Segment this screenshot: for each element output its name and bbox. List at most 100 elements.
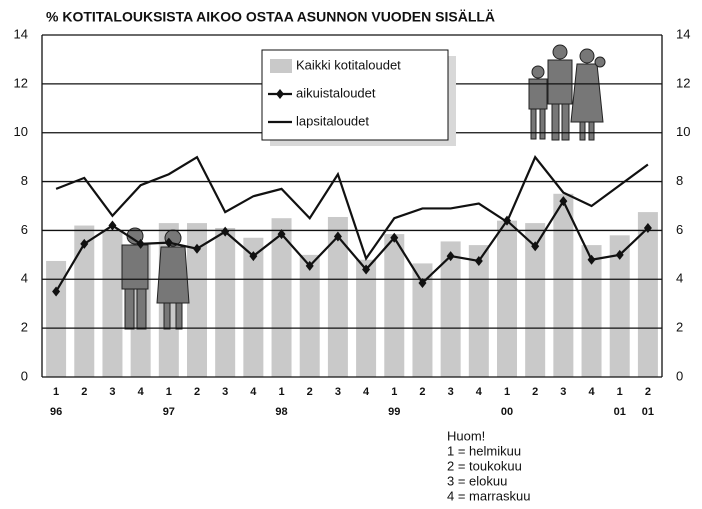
marker [164,237,173,248]
marker [531,241,540,252]
x-tick-label: 3 [448,386,454,398]
x-year-label: 01 [614,406,626,418]
bar [609,235,630,377]
bar [271,218,292,377]
x-tick-label: 2 [532,386,538,398]
y-tick-label: 12 [14,75,28,90]
series-line [55,155,649,261]
bar [525,223,546,377]
legend-box [261,49,449,141]
x-tick-label: 1 [617,386,623,398]
bar [553,193,574,377]
bar [356,259,377,377]
y-tick-label: 14 [14,26,28,41]
bar [74,225,95,377]
bar [243,237,264,377]
y2-tick-label: 8 [676,173,683,188]
legend-marker [276,89,284,99]
marker [418,277,427,288]
series-line [55,198,649,293]
x-year-label: 99 [388,406,400,418]
legend-label: Kaikki kotitaloudet [296,57,401,72]
x-tick-label: 1 [504,386,510,398]
bar [187,223,207,377]
bar [440,241,461,377]
y2-tick-label: 12 [676,75,690,90]
x-tick-label: 4 [363,386,370,398]
marker [587,254,596,265]
bar [46,260,67,377]
x-tick-label: 1 [53,386,59,398]
y2-tick-label: 6 [676,222,683,237]
x-tick-label: 2 [81,386,87,398]
x-tick-label: 4 [138,386,145,398]
marker [446,251,455,262]
bar [637,212,658,377]
marker [193,243,201,254]
note-line: 1 = helmikuu [447,443,521,458]
note-line: 3 = elokuu [447,473,507,488]
y2-tick-label: 0 [676,368,683,383]
x-tick-label: 1 [278,386,284,398]
x-tick-label: 1 [391,386,397,398]
x-tick-label: 3 [335,386,341,398]
bar [384,234,405,377]
bar [497,220,517,377]
y-tick-label: 2 [21,320,28,335]
bar [102,230,123,377]
marker [221,226,230,237]
x-year-label: 01 [642,406,654,418]
marker [333,231,342,242]
marker [277,229,286,240]
legend-label: lapsitaloudet [296,113,369,128]
note-line: Huom! [447,428,485,443]
y-tick-label: 8 [21,173,28,188]
x-tick-label: 3 [222,386,228,398]
y-tick-label: 10 [14,124,28,139]
bar [299,254,320,377]
x-year-label: 96 [50,406,62,418]
x-tick-label: 2 [194,386,200,398]
marker [80,238,89,249]
y2-tick-label: 14 [676,26,690,41]
x-tick-label: 2 [645,386,651,398]
chart-title: % KOTITALOUKSISTA AIKOO OSTAA ASUNNON VU… [46,9,495,25]
x-tick-label: 2 [419,386,425,398]
marker [108,220,117,231]
y2-tick-label: 10 [676,124,690,139]
x-tick-label: 4 [250,386,257,398]
bar [581,245,602,377]
x-tick-label: 4 [588,386,595,398]
x-year-label: 00 [501,406,513,418]
x-tick-label: 1 [166,386,172,398]
legend-swatch [270,59,292,73]
bar [412,263,433,377]
bar [327,216,348,377]
figures-family [528,44,606,141]
x-year-label: 97 [163,406,175,418]
marker [390,232,399,243]
x-tick-label: 3 [560,386,566,398]
bar [468,245,489,377]
legend-label: aikuistaloudet [296,85,376,100]
y-tick-label: 0 [21,368,28,383]
note-line: 4 = marraskuu [447,488,530,503]
marker [305,260,314,271]
x-tick-label: 3 [109,386,115,398]
y-tick-label: 6 [21,222,28,237]
figures-couple [121,227,190,330]
marker [643,222,652,233]
legend: Kaikki kotitaloudet aikuistaloudet lapsita… [261,49,456,146]
marker [249,251,258,262]
y2-tick-label: 2 [676,320,683,335]
x-tick-label: 4 [476,386,483,398]
marker [52,286,61,297]
marker [474,255,483,266]
marker [559,196,568,207]
x-tick-label: 2 [307,386,313,398]
y-tick-label: 4 [21,271,28,286]
x-year-label: 98 [275,406,287,418]
marker [136,238,145,249]
bar [215,227,236,377]
